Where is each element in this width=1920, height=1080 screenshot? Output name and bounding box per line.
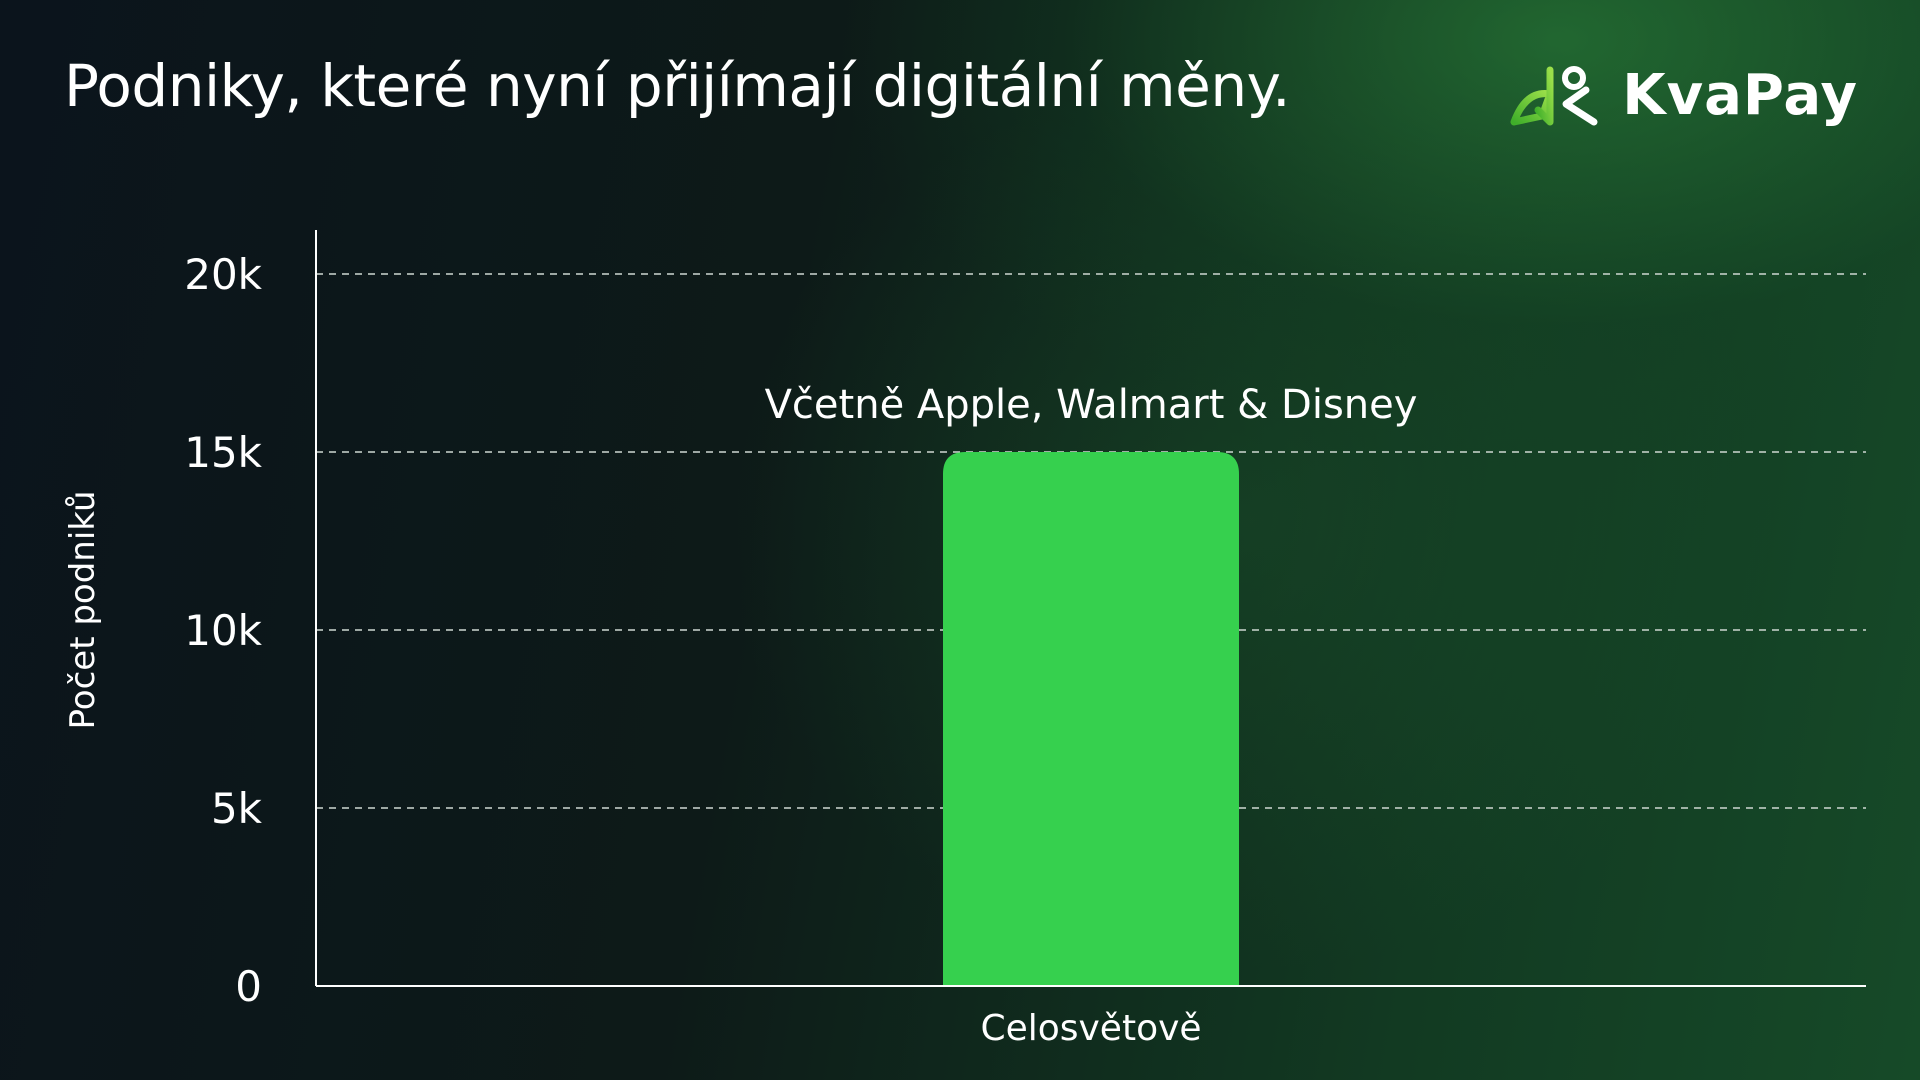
- gridlines: [316, 273, 1866, 809]
- frog-logo-icon: [1510, 66, 1598, 126]
- labels: 0 5k 10k 15k 20k Celosvětově Včetně Apple, Wal…: [184, 250, 1417, 1049]
- bar-annotation: Včetně Apple, Walmart & Disney: [765, 382, 1418, 428]
- y-tick-label: 0: [235, 962, 262, 1011]
- page-title: Podniky, které nyní přijímají digitální …: [64, 52, 1291, 120]
- y-tick-label: 20k: [184, 250, 262, 299]
- y-tick-label: 15k: [184, 428, 262, 477]
- y-tick-label: 10k: [184, 606, 262, 655]
- brand-logo: KvaPay: [1508, 60, 1858, 130]
- y-tick-label: 5k: [211, 784, 263, 833]
- axes: [315, 230, 1866, 987]
- brand-name: KvaPay: [1622, 62, 1858, 128]
- bars: [943, 452, 1239, 986]
- bar: [943, 452, 1239, 986]
- x-category-label: Celosvětově: [980, 1008, 1201, 1049]
